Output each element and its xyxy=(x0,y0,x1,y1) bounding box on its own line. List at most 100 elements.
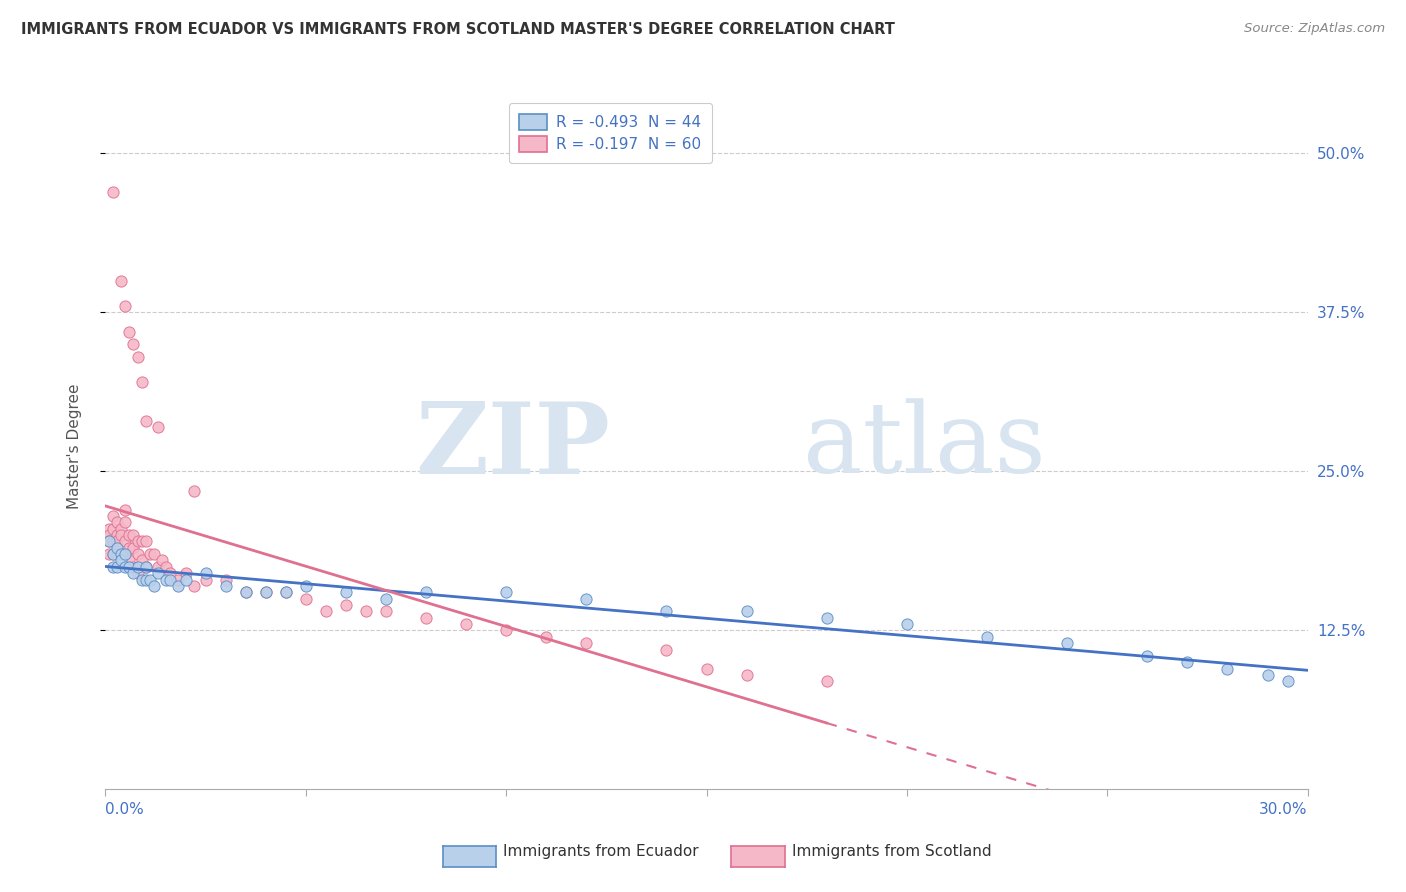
Point xyxy=(235,585,257,599)
Point xyxy=(118,553,141,567)
Point xyxy=(354,604,377,618)
Point xyxy=(295,591,318,606)
Point xyxy=(110,528,132,542)
Point xyxy=(142,547,165,561)
Point xyxy=(335,585,357,599)
Point xyxy=(114,516,136,530)
Point xyxy=(110,522,132,536)
Point xyxy=(98,534,121,549)
Point xyxy=(138,573,160,587)
Text: Immigrants from Ecuador: Immigrants from Ecuador xyxy=(503,845,699,859)
Point xyxy=(114,299,136,313)
Point xyxy=(183,579,205,593)
Point xyxy=(114,547,136,561)
Point xyxy=(98,528,121,542)
Point xyxy=(1216,662,1239,676)
Point xyxy=(127,559,149,574)
Point xyxy=(655,642,678,657)
Point xyxy=(896,617,918,632)
Point xyxy=(107,534,129,549)
Point xyxy=(235,585,257,599)
Point xyxy=(114,559,136,574)
Point xyxy=(159,573,181,587)
Point xyxy=(127,547,149,561)
Point xyxy=(1136,648,1159,663)
Text: Source: ZipAtlas.com: Source: ZipAtlas.com xyxy=(1244,22,1385,36)
Point xyxy=(146,566,169,581)
Point xyxy=(295,579,318,593)
Point xyxy=(159,566,181,581)
Point xyxy=(146,559,169,574)
Point xyxy=(110,274,132,288)
Point xyxy=(315,604,337,618)
Point xyxy=(122,528,145,542)
Point xyxy=(107,547,129,561)
Point xyxy=(254,585,277,599)
Point xyxy=(107,541,129,555)
Text: 0.0%: 0.0% xyxy=(105,803,145,817)
Text: ZIP: ZIP xyxy=(415,398,610,494)
Point xyxy=(103,559,125,574)
Point xyxy=(575,636,598,650)
Point xyxy=(110,547,132,561)
Text: atlas: atlas xyxy=(803,398,1046,494)
Point xyxy=(374,591,398,606)
Point xyxy=(194,573,217,587)
Point xyxy=(194,566,217,581)
Point xyxy=(98,522,121,536)
Point xyxy=(254,585,277,599)
Y-axis label: Master's Degree: Master's Degree xyxy=(67,384,82,508)
Point xyxy=(103,522,125,536)
Point xyxy=(183,483,205,498)
Point xyxy=(415,611,437,625)
Point xyxy=(135,559,157,574)
Point xyxy=(118,541,141,555)
Point xyxy=(735,604,758,618)
Point xyxy=(1257,668,1279,682)
Point xyxy=(166,573,188,587)
Point xyxy=(415,585,437,599)
Point xyxy=(138,547,160,561)
Point xyxy=(131,376,153,390)
Point xyxy=(155,559,177,574)
Point xyxy=(174,573,197,587)
Point xyxy=(454,617,477,632)
Point xyxy=(107,528,129,542)
Point xyxy=(146,420,169,434)
Point xyxy=(274,585,297,599)
Point xyxy=(98,547,121,561)
Point xyxy=(155,573,177,587)
Legend: R = -0.493  N = 44, R = -0.197  N = 60: R = -0.493 N = 44, R = -0.197 N = 60 xyxy=(509,103,711,163)
Point xyxy=(335,598,357,612)
Point xyxy=(107,559,129,574)
Text: 30.0%: 30.0% xyxy=(1260,803,1308,817)
Text: IMMIGRANTS FROM ECUADOR VS IMMIGRANTS FROM SCOTLAND MASTER'S DEGREE CORRELATION : IMMIGRANTS FROM ECUADOR VS IMMIGRANTS FR… xyxy=(21,22,896,37)
Point xyxy=(135,559,157,574)
Point xyxy=(135,573,157,587)
Point xyxy=(495,624,517,638)
Point xyxy=(110,553,132,567)
Point xyxy=(127,534,149,549)
Point xyxy=(118,559,141,574)
Point xyxy=(114,534,136,549)
Point xyxy=(1056,636,1078,650)
Point xyxy=(131,553,153,567)
Point xyxy=(127,566,149,581)
Point xyxy=(103,547,125,561)
Point xyxy=(1177,655,1199,669)
Point xyxy=(114,502,136,516)
Point xyxy=(103,547,125,561)
Point xyxy=(98,534,121,549)
Point xyxy=(135,534,157,549)
Point xyxy=(150,553,173,567)
Point xyxy=(575,591,598,606)
Point xyxy=(142,579,165,593)
Point xyxy=(495,585,517,599)
Point xyxy=(976,630,998,644)
Point xyxy=(122,541,145,555)
Point xyxy=(1277,674,1299,689)
Point xyxy=(214,579,236,593)
Point xyxy=(114,547,136,561)
Point xyxy=(174,566,197,581)
Point xyxy=(735,668,758,682)
